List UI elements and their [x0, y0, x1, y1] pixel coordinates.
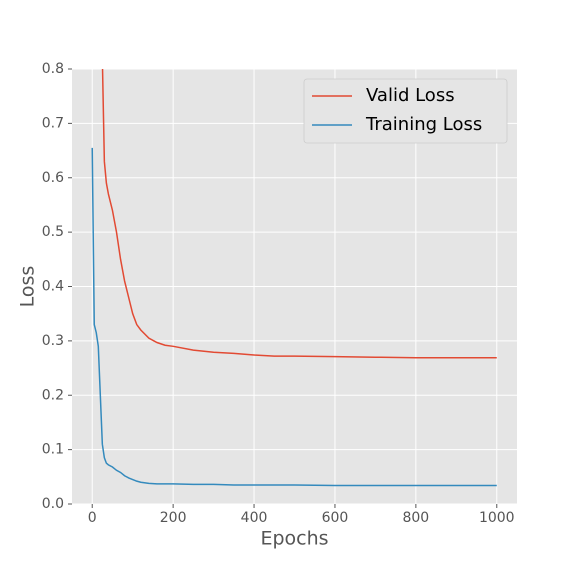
y-tick-label: 0.6 [42, 170, 64, 186]
x-tick-label: 400 [241, 510, 268, 526]
y-tick-label: 0.0 [42, 496, 64, 512]
y-tick-label: 0.7 [42, 115, 64, 131]
x-tick-label: 1000 [479, 510, 515, 526]
x-axis-label: Epochs [260, 528, 328, 550]
y-tick-label: 0.4 [42, 279, 64, 295]
lines [91, 69, 497, 487]
data-line [91, 147, 497, 487]
x-tick-label: 800 [402, 510, 429, 526]
legend: Valid Loss Training Loss [303, 78, 508, 144]
y-tick-label: 0.5 [42, 224, 64, 240]
y-tick-label: 0.2 [42, 387, 64, 403]
y-tick-label: 0.3 [42, 333, 64, 349]
legend-label: Training Loss [365, 114, 482, 135]
legend-box [303, 78, 508, 144]
data-line [101, 69, 497, 359]
y-tick-label: 0.1 [42, 442, 64, 458]
grid [72, 68, 517, 505]
x-tick-label: 0 [88, 510, 97, 526]
x-tick-label: 200 [160, 510, 187, 526]
legend-label: Valid Loss [366, 85, 455, 106]
y-axis-label: Loss [17, 266, 39, 308]
x-tick-label: 600 [322, 510, 349, 526]
y-tick-label: 0.8 [42, 61, 64, 77]
